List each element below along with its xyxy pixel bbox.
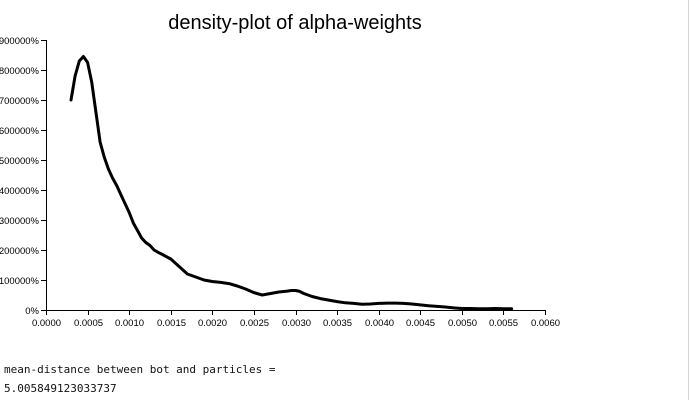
x-tick-label: 0.0025 — [240, 318, 269, 329]
y-tick-label: 600000% — [0, 126, 40, 137]
x-tick-label: 0.0050 — [448, 318, 477, 329]
y-tick-label: 200000% — [0, 246, 40, 257]
y-tick-label: 400000% — [0, 186, 40, 197]
x-tick-label: 0.0010 — [115, 318, 144, 329]
y-tick-label: 300000% — [0, 216, 40, 227]
x-tick-label: 0.0035 — [323, 318, 352, 329]
x-tick-label: 0.0015 — [157, 318, 186, 329]
mean-distance-value: 5.005849123033737 — [4, 382, 117, 395]
density-chart: density-plot of alpha-weights 0.0000 0.00… — [0, 12, 560, 329]
y-tick-label: 800000% — [0, 66, 40, 77]
y-tick-label: 100000% — [0, 276, 40, 287]
y-tick-label: 900000% — [0, 36, 40, 47]
x-tick-label: 0.0060 — [531, 318, 560, 329]
y-tick-label: 0% — [25, 306, 39, 317]
x-tick-label: 0.0030 — [282, 318, 311, 329]
x-tick-label: 0.0000 — [32, 318, 61, 329]
density-series-line — [69, 55, 514, 311]
x-tick-label: 0.0020 — [198, 318, 227, 329]
chart-title: density-plot of alpha-weights — [168, 12, 421, 34]
mean-distance-label: mean-distance between bot and particles … — [4, 363, 276, 376]
y-tick-label: 700000% — [0, 96, 40, 107]
x-tick-label: 0.0040 — [365, 318, 394, 329]
x-tick-label: 0.0005 — [74, 318, 103, 329]
x-tick-label: 0.0055 — [489, 318, 518, 329]
y-tick-label: 500000% — [0, 156, 40, 167]
x-tick-label: 0.0045 — [406, 318, 435, 329]
